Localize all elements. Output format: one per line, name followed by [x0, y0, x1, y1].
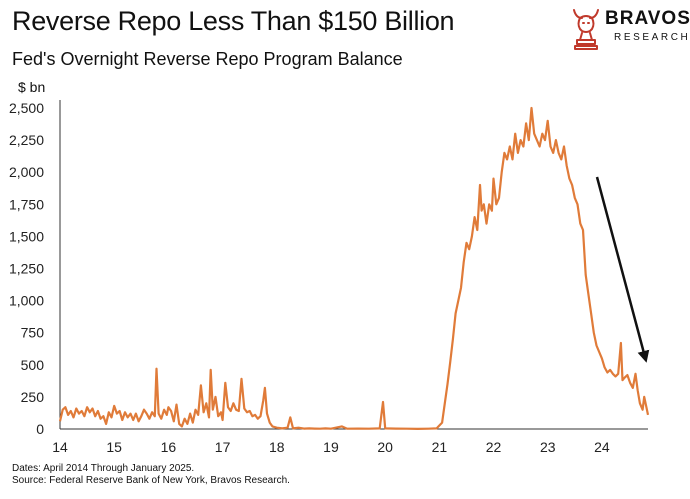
reverse-repo-line-chart: $ bn 0 250 500 750 1,000 1,250 1,500 1,750 2,000… [9, 79, 650, 455]
x-tick-label: 18 [269, 439, 285, 455]
y-tick-label: 1,250 [9, 261, 44, 277]
series-line [58, 106, 650, 430]
y-tick-label: 1,500 [9, 228, 44, 244]
y-unit-label: $ bn [18, 79, 45, 95]
x-tick-label: 17 [215, 439, 231, 455]
x-tick-label: 21 [432, 439, 448, 455]
y-tick-label: 1,000 [9, 293, 44, 309]
x-tick-label: 23 [540, 439, 556, 455]
chart-title: Reverse Repo Less Than $150 Billion [12, 6, 455, 36]
y-tick-label: 500 [21, 357, 45, 373]
x-tick-label: 20 [377, 439, 393, 455]
logo-subtitle: RESEARCH [614, 32, 690, 43]
x-tick-label: 19 [323, 439, 339, 455]
downward-trend-arrow [595, 176, 650, 363]
y-tick-label: 750 [21, 325, 45, 341]
x-tick-label: 24 [594, 439, 610, 455]
chart-subtitle: Fed's Overnight Reverse Repo Program Bal… [12, 49, 403, 69]
footer-dates: Dates: April 2014 Through January 2025. [12, 463, 195, 474]
x-tick-label: 16 [161, 439, 177, 455]
y-tick-label: 2,250 [9, 132, 44, 148]
x-tick-label: 22 [486, 439, 502, 455]
y-tick-label: 1,750 [9, 196, 44, 212]
y-tick-label: 0 [36, 421, 44, 437]
x-tick-label: 14 [52, 439, 68, 455]
y-tick-label: 2,500 [9, 100, 44, 116]
logo-name: BRAVOS [605, 8, 690, 29]
brand-logo: BRAVOS RESEARCH [568, 4, 690, 54]
y-tick-label: 2,000 [9, 164, 44, 180]
y-tick-label: 250 [21, 389, 45, 405]
x-tick-label: 15 [106, 439, 122, 455]
footer-source: Source: Federal Reserve Bank of New York… [12, 475, 290, 486]
footer: Dates: April 2014 Through January 2025. … [12, 463, 290, 487]
bull-chess-knight-icon [573, 9, 599, 50]
